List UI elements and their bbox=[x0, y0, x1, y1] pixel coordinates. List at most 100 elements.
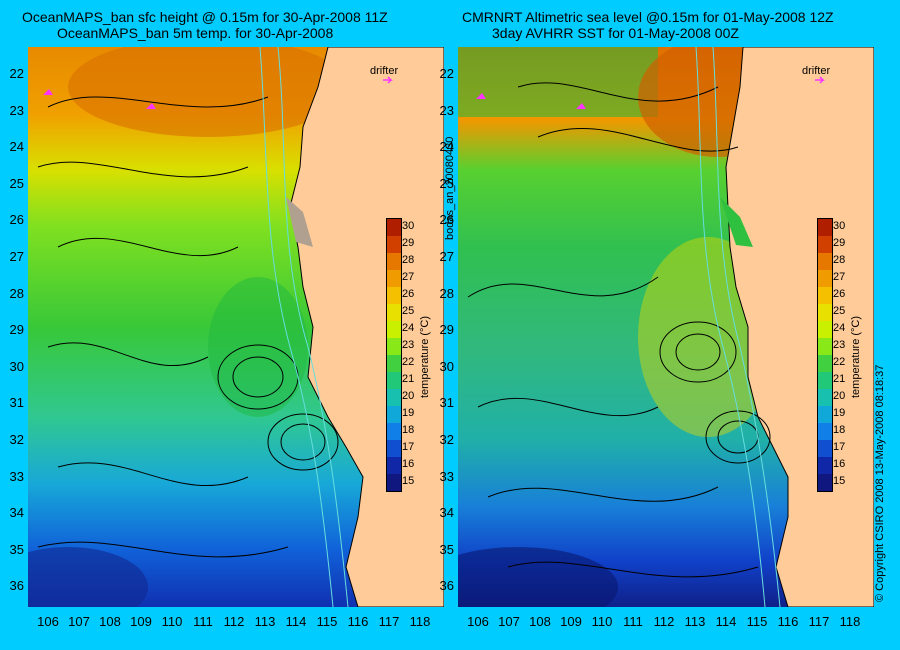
colorbar-swatch bbox=[818, 474, 832, 491]
left-colorbar-title: temperature (°C) bbox=[419, 315, 431, 398]
colorbar-tick-label: 29 bbox=[402, 236, 415, 249]
y-tick-label: 35 bbox=[9, 541, 24, 557]
colorbar-swatch bbox=[387, 321, 401, 338]
x-tick-label: 115 bbox=[746, 614, 768, 629]
colorbar-swatch bbox=[818, 219, 832, 236]
sea-height-contours bbox=[37, 96, 339, 558]
colorbar-tick-label: 18 bbox=[833, 423, 846, 436]
colorbar-swatch bbox=[387, 389, 401, 406]
colorbar-tick-label: 28 bbox=[402, 253, 415, 266]
colorbar-tick-label: 20 bbox=[402, 389, 415, 402]
colorbar-tick-label: 23 bbox=[402, 338, 415, 351]
right-title-line1: CMRNRT Altimetric sea level @0.15m for 0… bbox=[462, 9, 834, 25]
y-tick-label: 24 bbox=[439, 139, 454, 155]
right-colorbar-labels: 30 29 28 27 26 25 24 23 22 21 20 19 18 17 16 15 bbox=[833, 218, 857, 490]
y-tick-label: 36 bbox=[9, 578, 24, 594]
left-colorbar bbox=[386, 218, 402, 492]
y-tick-label: 22 bbox=[439, 66, 454, 81]
y-tick-label: 25 bbox=[9, 175, 24, 191]
y-tick-label: 26 bbox=[439, 212, 454, 228]
y-tick-label: 31 bbox=[439, 395, 454, 411]
x-tick-label: 112 bbox=[223, 614, 245, 629]
x-tick-label: 108 bbox=[99, 614, 121, 629]
colorbar-swatch bbox=[387, 338, 401, 355]
colorbar-tick-label: 25 bbox=[833, 304, 846, 317]
x-tick-label: 117 bbox=[378, 614, 400, 629]
colorbar-tick-label: 15 bbox=[833, 474, 846, 487]
x-tick-label: 111 bbox=[193, 614, 213, 629]
colorbar-tick-label: 17 bbox=[402, 440, 415, 453]
colorbar-swatch bbox=[387, 440, 401, 457]
y-tick-label: 22 bbox=[9, 66, 24, 81]
y-tick-label: 31 bbox=[9, 395, 24, 411]
colorbar-tick-label: 25 bbox=[402, 304, 415, 317]
x-tick-label: 107 bbox=[498, 614, 520, 629]
x-tick-label: 116 bbox=[347, 614, 369, 629]
x-tick-label: 110 bbox=[161, 614, 183, 629]
colorbar-swatch bbox=[387, 253, 401, 270]
colorbar-swatch bbox=[387, 406, 401, 423]
colorbar-swatch bbox=[387, 287, 401, 304]
colorbar-swatch bbox=[387, 236, 401, 253]
x-tick-label: 110 bbox=[591, 614, 613, 629]
land-mass bbox=[289, 47, 444, 607]
y-tick-label: 30 bbox=[9, 358, 24, 374]
right-colorbar bbox=[817, 218, 833, 492]
colorbar-tick-label: 22 bbox=[402, 355, 415, 368]
colorbar-tick-label: 26 bbox=[833, 287, 846, 300]
x-tick-label: 112 bbox=[653, 614, 675, 629]
colorbar-swatch bbox=[818, 423, 832, 440]
x-tick-label: 108 bbox=[529, 614, 551, 629]
colorbar-tick-label: 20 bbox=[833, 389, 846, 402]
colorbar-tick-label: 16 bbox=[833, 457, 846, 470]
colorbar-tick-label: 23 bbox=[833, 338, 846, 351]
y-tick-label: 28 bbox=[439, 285, 454, 301]
colorbar-tick-label: 27 bbox=[402, 270, 415, 283]
y-tick-label: 25 bbox=[439, 175, 454, 191]
bathymetry-lines bbox=[259, 47, 349, 607]
y-tick-label: 28 bbox=[9, 285, 24, 301]
colorbar-swatch bbox=[818, 440, 832, 457]
y-tick-label: 32 bbox=[439, 432, 454, 447]
colorbar-swatch bbox=[818, 372, 832, 389]
colorbar-swatch bbox=[387, 355, 401, 372]
colorbar-tick-label: 17 bbox=[833, 440, 846, 453]
right-title-line2: 3day AVHRR SST for 01-May-2008 00Z bbox=[492, 25, 739, 41]
x-tick-label: 109 bbox=[560, 614, 582, 629]
colorbar-tick-label: 27 bbox=[833, 270, 846, 283]
x-tick-label: 116 bbox=[777, 614, 799, 629]
colorbar-swatch bbox=[387, 304, 401, 321]
land-mass bbox=[725, 47, 874, 607]
x-tick-label: 106 bbox=[37, 614, 59, 629]
left-map bbox=[28, 47, 444, 607]
shark-bay bbox=[720, 197, 753, 247]
x-tick-label: 114 bbox=[285, 614, 307, 629]
y-tick-label: 33 bbox=[9, 468, 24, 484]
x-tick-label: 111 bbox=[623, 614, 643, 629]
x-tick-label: 107 bbox=[68, 614, 90, 629]
x-tick-label: 117 bbox=[808, 614, 830, 629]
colorbar-tick-label: 18 bbox=[402, 423, 415, 436]
y-tick-label: 23 bbox=[439, 102, 454, 118]
colorbar-swatch bbox=[387, 474, 401, 491]
colorbar-swatch bbox=[818, 338, 832, 355]
colorbar-tick-label: 15 bbox=[402, 474, 415, 487]
left-map-panel[interactable]: drifter bbox=[28, 47, 444, 607]
drifter-legend-arrow-icon bbox=[383, 76, 393, 84]
colorbar-tick-label: 30 bbox=[402, 219, 415, 232]
colorbar-swatch bbox=[818, 253, 832, 270]
y-tick-label: 26 bbox=[9, 212, 24, 228]
colorbar-tick-label: 22 bbox=[833, 355, 846, 368]
copyright-label: © Copyright CSIRO 2008 13-May-2008 08:18… bbox=[874, 364, 886, 602]
y-tick-label: 34 bbox=[9, 505, 24, 521]
colorbar-swatch bbox=[387, 219, 401, 236]
right-map-panel[interactable]: drifter bbox=[458, 47, 874, 607]
left-title-line2: OceanMAPS_ban 5m temp. for 30-Apr-2008 bbox=[57, 25, 334, 41]
x-tick-label: 118 bbox=[839, 614, 861, 629]
colorbar-swatch bbox=[818, 355, 832, 372]
colorbar-swatch bbox=[387, 457, 401, 474]
colorbar-swatch bbox=[818, 236, 832, 253]
colorbar-swatch bbox=[818, 270, 832, 287]
colorbar-swatch bbox=[818, 406, 832, 423]
colorbar-swatch bbox=[818, 287, 832, 304]
